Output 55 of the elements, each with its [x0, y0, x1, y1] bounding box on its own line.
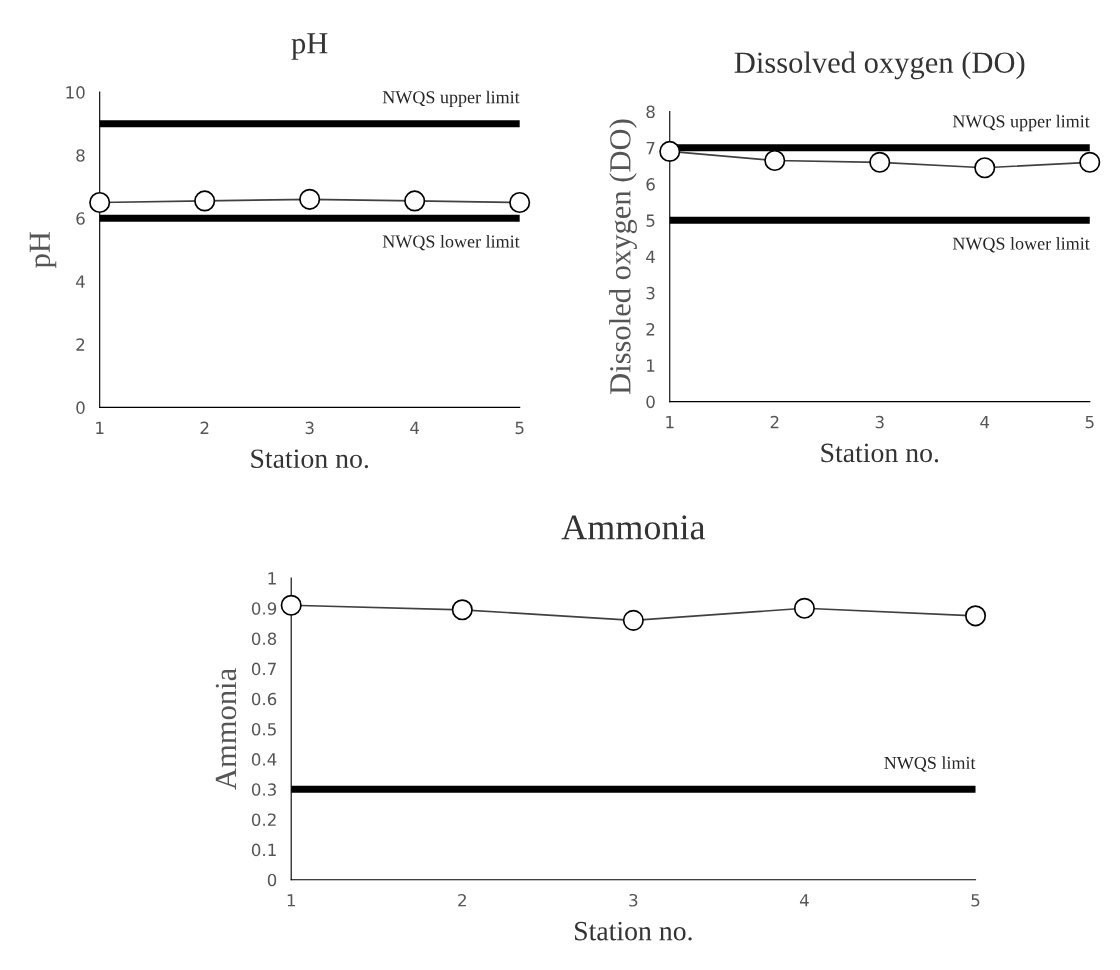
x-tick-label: 1: [96, 421, 104, 434]
x-tick-label: 4: [980, 415, 990, 429]
ref-line-label: NWQS upper limit: [952, 114, 1090, 132]
x-tick-label: 4: [410, 421, 420, 434]
y-tick-label: 0.1: [251, 843, 276, 857]
y-tick-label: 0: [646, 395, 655, 409]
y-tick-label: 0: [76, 401, 85, 414]
y-tick-label: 10: [66, 86, 85, 99]
ref-line-label: NWQS lower limit: [952, 236, 1090, 253]
y-tick-label: 4: [646, 250, 655, 263]
y-tick-label: 6: [76, 212, 85, 225]
y-tick-label: 0.7: [251, 662, 276, 676]
y-tick-label: 1: [647, 359, 655, 372]
y-tick-label: 6: [646, 178, 655, 191]
y-tick-label: 4: [76, 275, 85, 288]
y-tick-label: 8: [646, 105, 655, 119]
chart-title: Ammonia: [561, 515, 706, 540]
y-tick-label: 0.9: [251, 602, 277, 615]
x-tick-label: 5: [1085, 415, 1094, 429]
x-tick-label: 2: [200, 421, 209, 434]
y-tick-label: 2: [76, 338, 85, 351]
y-axis-title: pH: [29, 232, 57, 268]
y-tick-label: 8: [76, 149, 85, 162]
y-tick-label: 1: [268, 572, 276, 585]
ref-line-label: NWQS lower limit: [382, 234, 520, 251]
x-tick-label: 4: [799, 894, 809, 907]
x-tick-label: 2: [770, 415, 779, 429]
x-axis-title: Station no.: [821, 443, 939, 463]
chart-title: pH: [291, 33, 328, 60]
x-tick-label: 5: [971, 894, 980, 907]
x-axis-title: Station no.: [251, 449, 369, 469]
y-tick-label: 0.5: [251, 722, 276, 736]
y-tick-label: 0.3: [251, 783, 276, 796]
x-tick-label: 1: [666, 415, 674, 429]
x-tick-label: 3: [629, 893, 638, 907]
chart-title: Dissolved oxygen (DO): [734, 51, 1025, 80]
y-tick-label: 7: [646, 141, 655, 155]
y-tick-label: 0.8: [251, 632, 277, 646]
y-tick-label: 0: [267, 873, 277, 887]
x-tick-label: 3: [305, 421, 314, 435]
x-tick-label: 2: [458, 893, 466, 907]
ref-line-label: NWQS limit: [884, 756, 976, 772]
x-tick-label: 3: [875, 415, 884, 429]
y-tick-label: 3: [646, 286, 655, 300]
y-tick-label: 0.4: [251, 753, 277, 766]
ref-line-label: NWQS upper limit: [382, 90, 520, 108]
y-tick-label: 2: [646, 323, 655, 336]
x-tick-label: 1: [287, 894, 295, 907]
y-tick-label: 0.6: [251, 692, 277, 706]
y-axis-title: Ammonia: [215, 668, 237, 790]
y-tick-label: 0.2: [251, 813, 276, 827]
y-axis-title: Dissoled oxygen (DO): [609, 119, 637, 395]
x-axis-title: Station no.: [575, 921, 692, 941]
x-tick-label: 5: [515, 421, 524, 435]
y-tick-label: 5: [646, 214, 655, 227]
